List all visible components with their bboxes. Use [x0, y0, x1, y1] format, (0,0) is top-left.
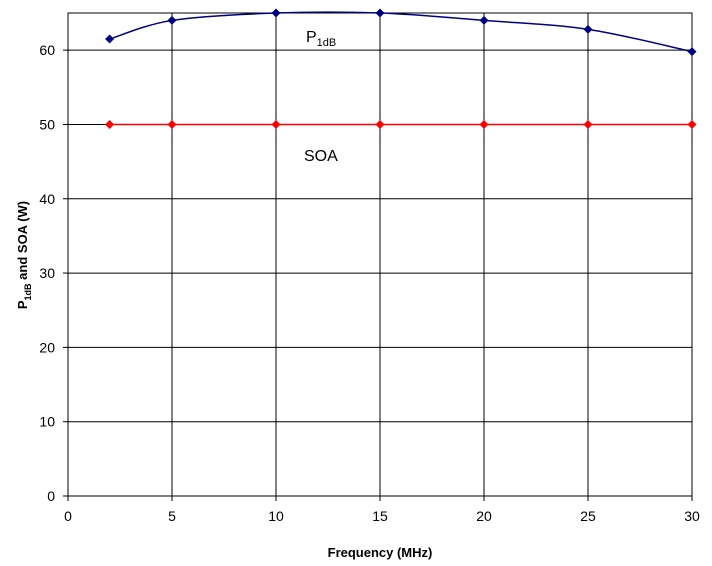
y-axis-title: P1dB and SOA (W) — [15, 201, 33, 309]
y-axis-title-main: P — [15, 300, 30, 309]
y-tick-label: 0 — [47, 488, 55, 504]
x-tick-label: 10 — [268, 508, 284, 524]
y-tick-label: 20 — [39, 339, 55, 355]
data-point-p1db — [167, 15, 177, 25]
x-tick-label: 5 — [168, 508, 176, 524]
data-point-soa — [105, 119, 115, 129]
data-point-p1db — [375, 8, 385, 18]
x-axis-ticks: 0 5 10 15 20 25 30 — [64, 496, 700, 524]
data-point-soa — [375, 119, 385, 129]
data-point-soa — [583, 119, 593, 129]
y-axis-title-rest: and SOA (W) — [15, 201, 30, 284]
y-tick-label: 60 — [39, 42, 55, 58]
data-point-soa — [167, 119, 177, 129]
x-tick-label: 25 — [580, 508, 596, 524]
series-label-p1db: P1dB — [306, 29, 336, 49]
data-point-p1db — [105, 34, 115, 44]
data-point-soa — [271, 119, 281, 129]
data-point-p1db — [479, 15, 489, 25]
data-point-p1db — [687, 47, 697, 57]
y-tick-label: 40 — [39, 191, 55, 207]
x-tick-label: 30 — [684, 508, 700, 524]
y-axis-ticks: 0 10 20 30 40 50 60 — [39, 42, 68, 504]
data-point-soa — [479, 119, 489, 129]
x-axis-title: Frequency (MHz) — [328, 545, 433, 560]
series-label-p1db-sub: 1dB — [317, 37, 337, 49]
data-point-p1db — [583, 24, 593, 34]
series-layer — [105, 8, 697, 129]
x-tick-label: 20 — [476, 508, 492, 524]
data-point-p1db — [271, 8, 281, 18]
x-tick-label: 15 — [372, 508, 388, 524]
data-point-soa — [687, 119, 697, 129]
x-tick-label: 0 — [64, 508, 72, 524]
y-tick-label: 10 — [39, 414, 55, 430]
series-label-soa: SOA — [304, 148, 338, 165]
series-label-p1db-main: P — [306, 29, 317, 46]
y-axis-title-sub: 1dB — [23, 283, 33, 301]
y-tick-label: 30 — [39, 265, 55, 281]
y-tick-label: 50 — [39, 116, 55, 132]
